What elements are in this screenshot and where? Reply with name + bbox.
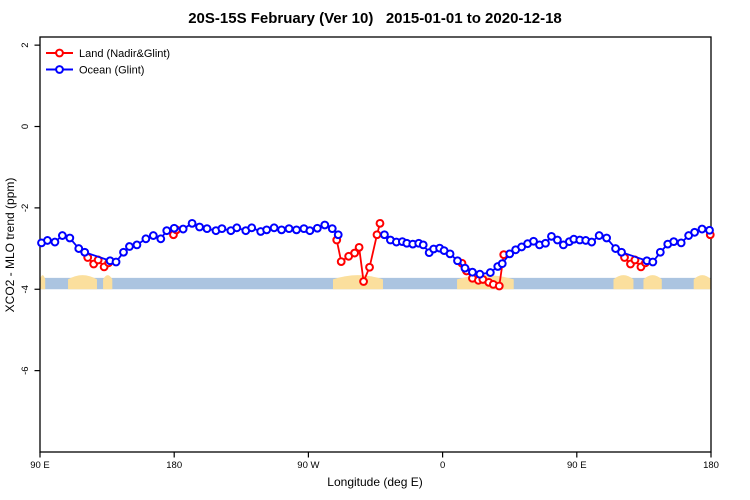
data-point-marker xyxy=(547,231,556,241)
land-fraction-region xyxy=(693,275,711,290)
data-point-marker xyxy=(676,238,686,248)
data-point-marker xyxy=(617,247,626,257)
data-point-marker xyxy=(669,237,679,247)
data-point-marker xyxy=(375,218,385,228)
data-point-marker xyxy=(541,238,550,248)
data-point-marker xyxy=(380,230,389,240)
y-tick-label: -6 xyxy=(20,366,31,374)
data-point-marker xyxy=(305,226,315,236)
data-point-marker xyxy=(705,225,714,235)
data-point-marker xyxy=(80,247,90,257)
data-point-marker xyxy=(217,224,227,234)
data-point-marker xyxy=(292,225,301,235)
legend-ocean-label: Ocean (Glint) xyxy=(79,65,144,77)
legend-land-label: Land (Nadir&Glint) xyxy=(79,48,170,60)
data-point-marker xyxy=(169,223,179,233)
data-point-marker xyxy=(333,230,343,240)
data-point-marker xyxy=(65,233,75,243)
land-fraction-region xyxy=(613,275,634,290)
x-tick-label: 180 xyxy=(703,460,719,471)
data-point-marker xyxy=(327,224,337,234)
data-point-marker xyxy=(453,256,462,266)
data-point-marker xyxy=(132,240,142,250)
data-point-marker xyxy=(57,231,67,240)
legend-ocean-marker-icon xyxy=(55,65,64,74)
data-point-marker xyxy=(50,237,60,247)
data-point-marker xyxy=(587,237,597,247)
data-point-marker xyxy=(141,234,151,244)
data-point-marker xyxy=(648,257,658,267)
data-point-marker xyxy=(460,263,470,273)
data-point-marker xyxy=(232,223,242,233)
data-point-marker xyxy=(529,236,538,246)
x-axis-label: Longitude (deg E) xyxy=(327,475,422,489)
data-point-marker xyxy=(359,277,368,286)
data-point-marker xyxy=(277,225,286,235)
data-point-marker xyxy=(611,244,620,253)
data-point-marker xyxy=(372,230,382,240)
plot-area: 90 E 180 90 W 0 90 E 180 2 0 -2 -4 -6 xyxy=(20,36,719,471)
data-point-marker xyxy=(350,248,360,258)
data-point-marker xyxy=(418,240,428,250)
legend-land-marker-icon xyxy=(55,48,64,58)
data-point-marker xyxy=(497,259,507,269)
y-tick-label: -2 xyxy=(20,204,31,212)
x-tick-label: 180 xyxy=(166,460,182,471)
legend: Land (Nadir&Glint) Ocean (Glint) xyxy=(46,48,170,77)
data-point-marker xyxy=(475,269,485,279)
data-point-marker xyxy=(655,247,665,257)
data-point-marker xyxy=(111,257,121,267)
data-point-marker xyxy=(195,222,204,232)
data-point-marker xyxy=(125,242,134,251)
data-point-marker xyxy=(320,220,330,230)
data-point-marker xyxy=(365,262,374,272)
y-axis-label: XCO2 - MLO trend (ppm) xyxy=(3,178,17,313)
data-point-marker xyxy=(690,227,699,237)
x-tick-label: 90 E xyxy=(567,460,587,471)
data-point-marker xyxy=(553,235,562,245)
data-point-marker xyxy=(156,234,166,244)
data-point-marker xyxy=(43,236,52,245)
ocean-series xyxy=(37,218,714,279)
data-point-marker xyxy=(247,223,257,233)
data-point-marker xyxy=(354,242,364,252)
land-fraction-region xyxy=(103,275,113,290)
x-tick-label: 90 W xyxy=(297,460,319,471)
land-fraction-region xyxy=(333,275,383,290)
chart-title: 20S-15S February (Ver 10) 2015-01-01 to … xyxy=(188,10,562,27)
data-point-marker xyxy=(148,231,158,240)
y-tick-label: 0 xyxy=(20,124,31,129)
data-point-marker xyxy=(494,281,504,291)
x-tick-label: 90 E xyxy=(30,460,50,471)
data-point-marker xyxy=(262,225,272,235)
data-point-marker xyxy=(178,224,188,234)
data-point-marker xyxy=(697,224,707,234)
land-fraction-region xyxy=(68,275,97,290)
x-tick-label: 0 xyxy=(440,460,445,471)
data-point-marker xyxy=(336,257,346,266)
data-point-marker xyxy=(594,231,604,240)
y-tick-label: -4 xyxy=(20,285,31,293)
data-point-marker xyxy=(269,223,279,233)
y-tick-label: 2 xyxy=(20,42,31,47)
data-point-marker xyxy=(119,247,128,257)
data-point-marker xyxy=(485,268,495,277)
land-fraction-region xyxy=(643,275,662,290)
data-point-marker xyxy=(312,223,322,233)
data-point-marker xyxy=(187,218,197,228)
data-point-marker xyxy=(505,249,515,259)
data-point-marker xyxy=(162,226,172,236)
data-point-marker xyxy=(602,233,612,243)
data-point-marker xyxy=(202,224,212,234)
land-fraction-region xyxy=(40,275,46,290)
data-point-marker xyxy=(468,267,477,277)
data-point-marker xyxy=(445,249,455,259)
data-point-marker xyxy=(74,244,84,253)
data-point-marker xyxy=(284,224,294,234)
